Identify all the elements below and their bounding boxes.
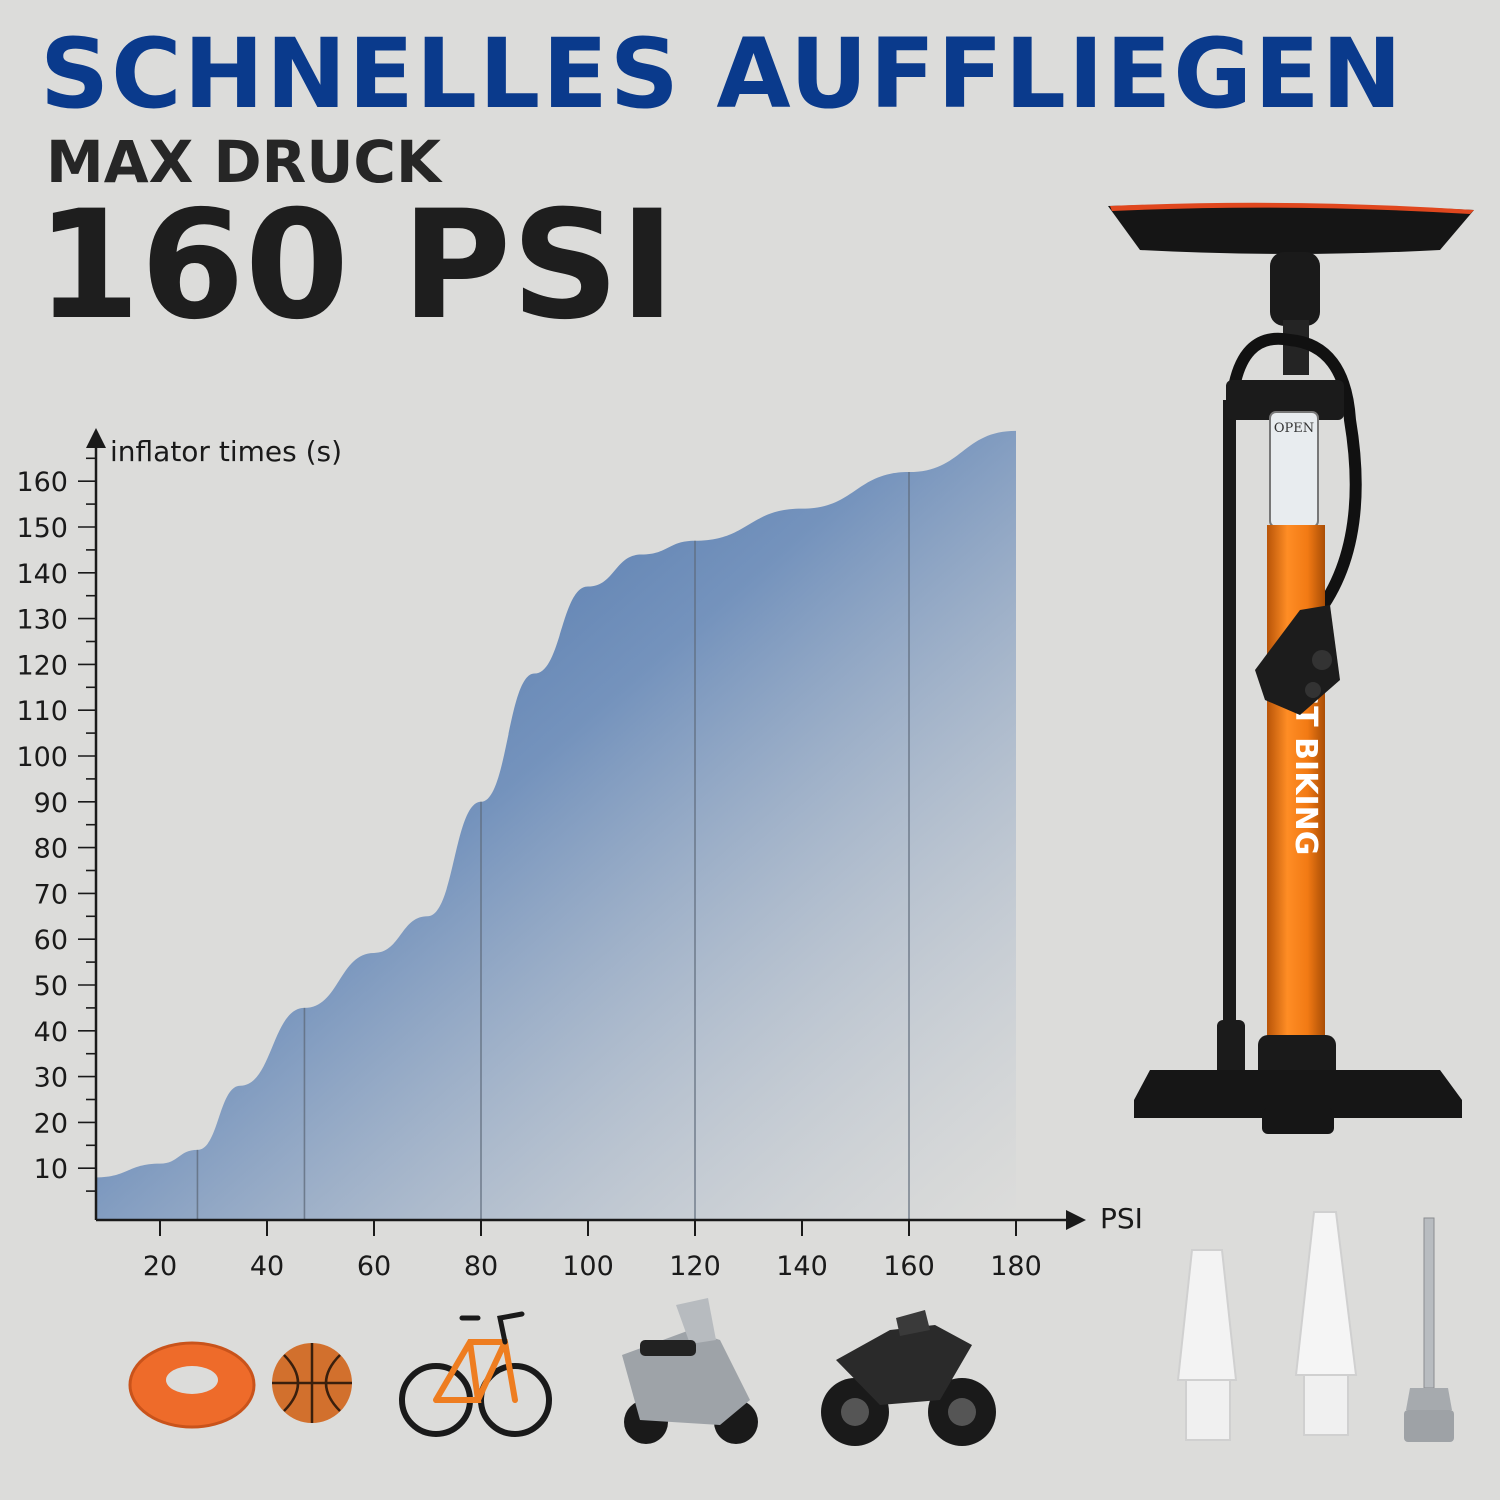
x-tick-label: 80 (464, 1251, 498, 1282)
bicycle-icon (399, 1311, 552, 1437)
y-tick-label: 140 (16, 559, 68, 590)
scooter-icon (622, 1298, 758, 1444)
y-tick-label: 50 (34, 971, 68, 1002)
y-tick-label: 120 (16, 650, 68, 681)
y-tick-label: 60 (34, 925, 68, 956)
x-tick-label: 180 (990, 1251, 1042, 1282)
y-tick-label: 100 (16, 742, 68, 773)
pump-brand-text: ST BIKING (1288, 685, 1323, 856)
headline: SCHNELLES AUFFLIEGEN (40, 18, 1404, 130)
y-tick-label: 130 (16, 605, 68, 636)
x-tick-label: 120 (669, 1251, 721, 1282)
ball-needle-icon (1404, 1217, 1454, 1442)
y-tick-label: 150 (16, 513, 68, 544)
x-axis-label: PSI (1100, 1202, 1143, 1235)
x-tick-label: 160 (883, 1251, 935, 1282)
max-pressure-value: 160 PSI (36, 179, 676, 353)
y-tick-label: 160 (16, 467, 68, 498)
nozzle-adapter-icon (1294, 1211, 1358, 1436)
y-tick-label: 80 (34, 834, 68, 865)
floor-pump-image: OPEN ST BIKING (1108, 202, 1474, 1134)
y-tick-label: 30 (34, 1063, 68, 1094)
y-tick-label: 90 (34, 788, 68, 819)
y-tick-label: 70 (34, 879, 68, 910)
x-tick-label: 140 (776, 1251, 828, 1282)
y-tick-label: 10 (34, 1154, 68, 1185)
gauge-label: OPEN (1274, 421, 1314, 436)
swim-ring-icon (128, 1341, 256, 1429)
inflation-time-area (96, 430, 1016, 1220)
y-axis-label: inflator times (s) (110, 435, 342, 468)
y-tick-label: 20 (34, 1108, 68, 1139)
y-tick-label: 40 (34, 1017, 68, 1048)
y-tick-label: 110 (16, 696, 68, 727)
basketball-icon (272, 1343, 352, 1423)
max-pressure-label: MAX DRUCK (46, 128, 441, 196)
pump-foot-base (1134, 1070, 1462, 1118)
motorcycle-icon (821, 1310, 996, 1446)
pump-side-rod (1223, 400, 1236, 1030)
x-tick-label: 100 (562, 1251, 614, 1282)
x-tick-label: 40 (250, 1251, 284, 1282)
pump-handle (1108, 203, 1474, 254)
x-tick-label: 20 (143, 1251, 177, 1282)
x-tick-label: 60 (357, 1251, 391, 1282)
nozzle-adapter-icon (1176, 1249, 1238, 1441)
